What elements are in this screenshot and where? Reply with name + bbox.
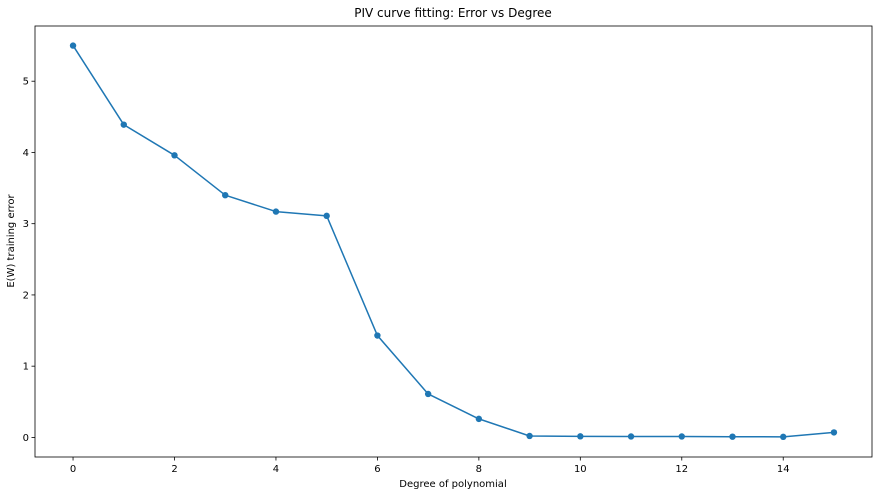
- y-axis-ticks: 0 1 2 3 4 5: [23, 77, 35, 444]
- data-point: [577, 433, 584, 440]
- series-line: [72, 45, 835, 438]
- y-tick-label: 5: [23, 77, 29, 88]
- data-point: [374, 332, 381, 339]
- data-point: [171, 152, 178, 159]
- x-axis-ticks: 0 2 4 6 8 10 12 14: [70, 457, 790, 475]
- plot-area-frame: [34, 25, 873, 458]
- y-tick-label: 4: [23, 148, 29, 159]
- x-tick-label: 2: [171, 464, 177, 475]
- y-tick-label: 3: [23, 219, 29, 230]
- x-tick-label: 6: [374, 464, 380, 475]
- y-tick-label: 1: [23, 362, 29, 373]
- data-point: [678, 433, 685, 440]
- x-tick-label: 0: [70, 464, 76, 475]
- y-tick-label: 0: [23, 433, 29, 444]
- data-point: [526, 432, 533, 440]
- data-point: [424, 390, 432, 398]
- data-point: [729, 433, 736, 440]
- x-tick-label: 8: [476, 464, 482, 475]
- data-point: [120, 121, 127, 128]
- y-tick-label: 2: [23, 290, 29, 301]
- data-point: [69, 42, 77, 49]
- chart-title: PIV curve fitting: Error vs Degree: [354, 6, 552, 20]
- data-point: [830, 429, 838, 436]
- data-point: [627, 433, 635, 440]
- x-axis-title: Degree of polynomial: [399, 479, 506, 490]
- data-point: [475, 415, 483, 423]
- data-point: [272, 208, 280, 215]
- x-tick-label: 12: [675, 464, 688, 475]
- x-tick-label: 10: [574, 464, 587, 475]
- data-point: [780, 433, 787, 441]
- x-tick-label: 14: [777, 464, 790, 475]
- data-point: [222, 191, 229, 199]
- data-point: [323, 212, 330, 220]
- x-tick-label: 4: [273, 464, 279, 475]
- y-axis-title: E(W) training error: [6, 193, 17, 287]
- series-layer: [69, 42, 838, 441]
